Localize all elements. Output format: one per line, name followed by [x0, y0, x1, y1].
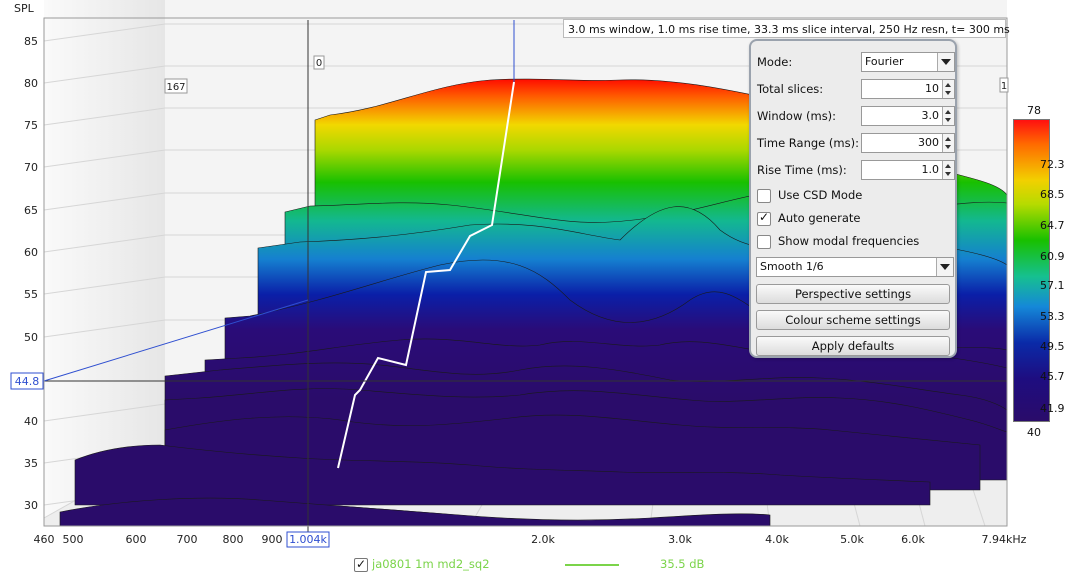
show-modal-label: Show modal frequencies: [778, 234, 920, 248]
slice-label-box: [999, 77, 1009, 93]
x-tick: 900: [262, 533, 283, 546]
chevron-down-icon[interactable]: [937, 53, 954, 71]
x-tick: 4.0k: [765, 533, 789, 546]
x-tick: 3.0k: [668, 533, 692, 546]
cursor-y-readout: 44.8: [15, 375, 40, 388]
colour-scale-tick: 45.7: [1040, 370, 1065, 383]
slice-label-box: [164, 78, 188, 94]
rise-time-value: 1.0: [921, 163, 940, 176]
spinner-icon[interactable]: [942, 80, 954, 98]
spinner-icon[interactable]: [942, 107, 954, 125]
legend-name: ja0801 1m md2_sq2: [372, 557, 490, 571]
colour-scale-tick: 60.9: [1040, 250, 1065, 263]
cursor-x-readout: 1.004k: [289, 533, 327, 546]
smoothing-value: Smooth 1/6: [760, 260, 824, 273]
legend-value: 35.5 dB: [660, 557, 705, 571]
slice-8: [74, 444, 931, 506]
y-tick: 35: [24, 457, 38, 470]
colour-scale-tick: 40: [1027, 426, 1041, 439]
colour-scale-tick: 64.7: [1040, 219, 1065, 232]
legend-checkbox[interactable]: ✓: [354, 557, 368, 572]
mode-label: Mode:: [757, 55, 793, 69]
y-tick: 85: [24, 35, 38, 48]
colour-scale-tick: 57.1: [1040, 279, 1065, 292]
colour-scale-tick: 78: [1027, 104, 1041, 117]
x-tick: 5.0k: [840, 533, 864, 546]
chevron-down-icon[interactable]: [936, 258, 953, 276]
side-wall: [44, 0, 165, 518]
rise-time-input[interactable]: 1.0: [861, 160, 955, 180]
window-value: 3.0: [921, 109, 940, 122]
slice-label-box: [313, 55, 325, 70]
colour-scale-tick: 72.3: [1040, 158, 1065, 171]
colour-scale-tick: 49.5: [1040, 340, 1065, 353]
y-tick: 60: [24, 246, 38, 259]
x-tick: 7.94kHz: [982, 533, 1027, 546]
show-modal-checkbox[interactable]: [757, 235, 771, 249]
y-tick: 70: [24, 161, 38, 174]
y-tick: 40: [24, 415, 38, 428]
window-label: Window (ms):: [757, 109, 837, 123]
y-tick: 30: [24, 499, 38, 512]
colour-scale-tick: 68.5: [1040, 188, 1065, 201]
total-slices-input[interactable]: 10: [861, 79, 955, 99]
time-range-value: 300: [918, 136, 939, 149]
time-range-input[interactable]: 300: [861, 133, 955, 153]
colour-scale-tick: 53.3: [1040, 310, 1065, 323]
y-tick: 80: [24, 77, 38, 90]
mode-select[interactable]: Fourier: [861, 52, 955, 72]
smoothing-select[interactable]: Smooth 1/6: [756, 257, 954, 277]
legend-line-swatch: [565, 564, 619, 566]
x-tick: 6.0k: [901, 533, 925, 546]
slice-9: [59, 497, 771, 527]
x-tick: 700: [177, 533, 198, 546]
slice-label: 0: [316, 58, 322, 69]
x-tick: 800: [223, 533, 244, 546]
use-csd-label: Use CSD Mode: [778, 188, 863, 202]
x-tick: 460: [34, 533, 55, 546]
total-slices-label: Total slices:: [757, 82, 824, 96]
colour-scale-bar: [1013, 119, 1050, 422]
cursor-y-readout-box: [10, 372, 44, 390]
y-axis-ticks: 85 80 75 70 65 60 55 50 40 35 30: [24, 35, 38, 512]
rise-time-label: Rise Time (ms):: [757, 163, 847, 177]
mode-value: Fourier: [865, 55, 904, 68]
plot-frame: [43, 17, 1008, 527]
colour-scheme-settings-button[interactable]: Colour scheme settings: [756, 310, 950, 330]
total-slices-value: 10: [925, 82, 939, 95]
y-tick: 65: [24, 204, 38, 217]
use-csd-checkbox[interactable]: [757, 189, 771, 203]
slice-label: 167: [166, 82, 185, 93]
y-tick: 50: [24, 331, 38, 344]
time-range-label: Time Range (ms):: [757, 136, 859, 150]
auto-generate-label: Auto generate: [778, 211, 861, 225]
auto-generate-checkbox[interactable]: [757, 210, 771, 226]
slice-label: 1: [1001, 81, 1007, 92]
apply-defaults-button[interactable]: Apply defaults: [756, 336, 950, 356]
cursor-x-readout-box: [286, 531, 330, 548]
x-axis-ticks: 460 500 600 700 800 900 2.0k 3.0k 4.0k 5…: [34, 533, 1027, 546]
waterfall-controls-panel: Mode: Fourier Total slices: 10 Window (m…: [749, 39, 957, 358]
y-tick: 75: [24, 119, 38, 132]
y-axis-title: SPL: [14, 2, 35, 15]
x-tick: 2.0k: [531, 533, 555, 546]
perspective-settings-button[interactable]: Perspective settings: [756, 284, 950, 304]
spinner-icon[interactable]: [942, 134, 954, 152]
x-tick: 600: [126, 533, 147, 546]
y-tick: 55: [24, 288, 38, 301]
x-tick: 500: [63, 533, 84, 546]
colour-scale-tick: 41.9: [1040, 402, 1065, 415]
analysis-info-label: 3.0 ms window, 1.0 ms rise time, 33.3 ms…: [563, 19, 1010, 38]
peak-track-line: [337, 81, 515, 469]
cursor-depth-line: [43, 299, 309, 382]
spinner-icon[interactable]: [942, 161, 954, 179]
window-input[interactable]: 3.0: [861, 106, 955, 126]
